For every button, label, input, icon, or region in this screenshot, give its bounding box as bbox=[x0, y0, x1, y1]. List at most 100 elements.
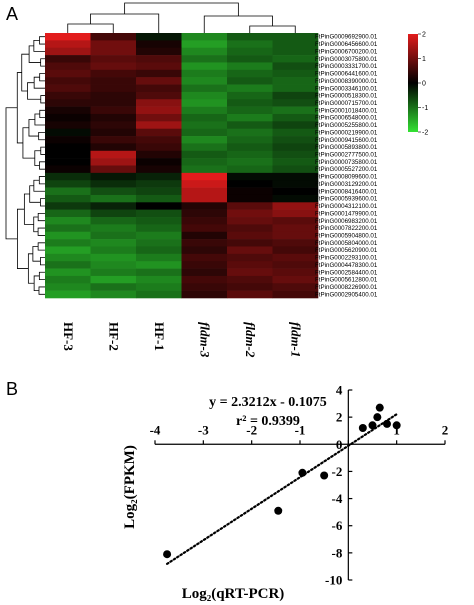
heatmap-cell bbox=[181, 121, 228, 129]
heatmap-cell bbox=[272, 113, 319, 122]
gene-labels: FtPinG0009692900.01FtPinG0006456600.01Ft… bbox=[315, 34, 378, 299]
heatmap-cell bbox=[181, 136, 228, 144]
dendrogram-branch bbox=[67, 23, 114, 33]
heatmap-cell bbox=[181, 268, 228, 277]
heatmap-cell bbox=[136, 290, 182, 299]
dendrogram-branch bbox=[37, 242, 45, 251]
x-axis-label: Log₂(qRT-PCR) bbox=[182, 586, 285, 602]
heatmap-cell bbox=[136, 209, 182, 218]
heatmap-cell bbox=[227, 99, 273, 107]
y-tick-label: -4 bbox=[331, 491, 342, 506]
heatmap-cell bbox=[90, 239, 137, 247]
heatmap-cell bbox=[45, 194, 91, 203]
heatmap-cell bbox=[272, 84, 319, 93]
heatmap-cell bbox=[90, 172, 137, 181]
heatmap-cell bbox=[90, 91, 137, 100]
heatmap-cell bbox=[90, 261, 137, 269]
gene-label: FtPinG0009692900.01 bbox=[315, 34, 378, 41]
heatmap-cell bbox=[90, 150, 137, 159]
heatmap-cell bbox=[272, 268, 319, 277]
dendrogram-branch bbox=[32, 246, 41, 262]
heatmap-cell bbox=[272, 224, 319, 233]
data-point bbox=[383, 419, 391, 428]
heatmap-cell bbox=[272, 106, 319, 115]
gene-label: FtPinG0005904800.01 bbox=[315, 232, 378, 239]
gene-label: FtPinG0000219900.01 bbox=[315, 129, 378, 136]
heatmap-cell bbox=[136, 224, 182, 233]
heatmap-cell bbox=[136, 231, 182, 240]
heatmap-cell bbox=[272, 261, 319, 269]
gene-label: FtPinG0008416400.01 bbox=[315, 188, 378, 195]
data-point bbox=[298, 468, 307, 477]
dendrogram-branch bbox=[28, 45, 41, 63]
heatmap-cell bbox=[227, 253, 273, 262]
heatmap-cell bbox=[45, 172, 91, 181]
heatmap-cell bbox=[227, 128, 273, 137]
y-tick-label: -10 bbox=[325, 573, 342, 588]
gene-label: FtPinG0007822200.01 bbox=[315, 225, 378, 232]
gene-label: FtPinG0000518300.01 bbox=[315, 93, 378, 100]
dendrogram-branch bbox=[40, 58, 45, 67]
heatmap-cell bbox=[181, 224, 228, 233]
dendrogram-branch bbox=[90, 13, 160, 33]
heatmap-cell bbox=[45, 202, 91, 210]
gene-label: FtPinG0003129200.01 bbox=[315, 181, 378, 188]
heatmap-cell bbox=[181, 209, 228, 218]
heatmap-cell bbox=[181, 194, 228, 203]
heatmap-cell bbox=[90, 69, 137, 78]
heatmap-cell bbox=[227, 239, 273, 247]
heatmap-cell bbox=[181, 77, 228, 85]
heatmap-cell bbox=[90, 165, 137, 174]
heatmap-cell bbox=[227, 290, 273, 299]
gene-label: FtPinG0001479900.01 bbox=[315, 210, 378, 217]
heatmap-cell bbox=[90, 202, 137, 210]
heatmap-cell bbox=[227, 209, 273, 218]
dendrogram-branch bbox=[38, 176, 45, 185]
heatmap-cell bbox=[45, 180, 91, 188]
heatmap-cell bbox=[272, 40, 319, 49]
heatmap-cell bbox=[90, 290, 137, 299]
y-axis-label: Log₂(FPKM) bbox=[122, 445, 138, 529]
dendrogram-branch bbox=[28, 119, 39, 137]
heatmap-cell bbox=[272, 47, 319, 56]
heatmap-cell bbox=[272, 253, 319, 262]
heatmap-cells bbox=[45, 33, 319, 299]
column-label: fldm-2 bbox=[243, 322, 258, 358]
heatmap-cell bbox=[45, 239, 91, 247]
regression-equation: y = 2.3212x - 0.1075 bbox=[209, 395, 327, 410]
heatmap-cell bbox=[227, 165, 273, 174]
heatmap-cell bbox=[45, 55, 91, 63]
dendrogram-branch bbox=[124, 2, 239, 16]
gene-label: FtPinG0006700200.01 bbox=[315, 48, 378, 55]
heatmap-cell bbox=[136, 261, 182, 269]
colorbar-tick-label: 1 bbox=[422, 56, 426, 63]
heatmap-cell bbox=[136, 217, 182, 225]
heatmap-cell bbox=[45, 290, 91, 299]
heatmap-cell bbox=[136, 253, 182, 262]
dendrogram-branch bbox=[40, 146, 45, 155]
heatmap-cell bbox=[136, 239, 182, 247]
gene-label: FtPinG0005612800.01 bbox=[315, 277, 378, 284]
heatmap-cell bbox=[45, 128, 91, 137]
dendrogram-branch bbox=[33, 275, 40, 292]
heatmap-cell bbox=[181, 172, 228, 181]
gene-label: FtPinG0002777500.01 bbox=[315, 152, 378, 159]
heatmap-cell bbox=[181, 158, 228, 166]
gene-label: FtPinG0004478300.01 bbox=[315, 262, 378, 269]
heatmap-cell bbox=[227, 150, 273, 159]
gene-label: FtPinG0000735800.01 bbox=[315, 159, 378, 166]
y-tick-label: 2 bbox=[336, 410, 343, 425]
gene-label: FtPinG0003331700.01 bbox=[315, 63, 378, 70]
heatmap-cell bbox=[181, 202, 228, 210]
panel-a-label: A bbox=[6, 4, 18, 24]
heatmap-cell bbox=[136, 143, 182, 152]
gene-label: FtPinG0008390000.01 bbox=[315, 78, 378, 85]
heatmap-cell bbox=[90, 55, 137, 63]
heatmap-cell bbox=[90, 106, 137, 115]
heatmap-cell bbox=[272, 69, 319, 78]
heatmap-cell bbox=[272, 231, 319, 240]
data-point bbox=[392, 421, 401, 430]
column-label: HF-2 bbox=[106, 322, 121, 351]
heatmap-cell bbox=[45, 275, 91, 284]
heatmap-cell bbox=[45, 121, 91, 129]
